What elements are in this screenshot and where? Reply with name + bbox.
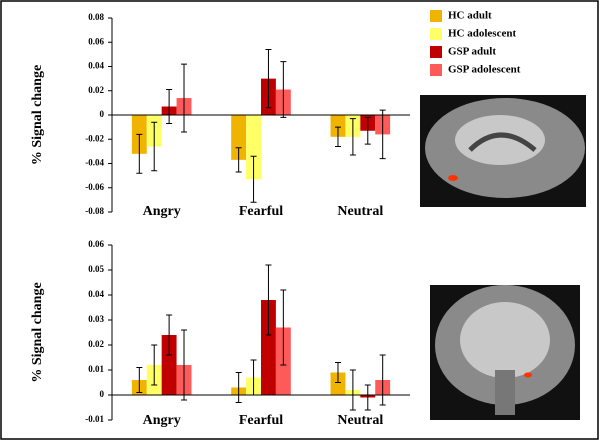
error-bar [265,264,272,336]
error-bar [379,109,386,160]
error-bar [349,118,356,156]
error-bar [166,89,173,124]
legend-label: HC adult [448,10,492,22]
bar [330,372,346,395]
x-tick-label: Fearful [239,204,283,219]
y-tick-label: 0.02 [88,85,104,95]
y-tick-label: 0.04 [88,289,104,299]
bar [161,335,177,395]
y-tick-label: -0.01 [85,414,104,424]
bar [246,115,261,180]
brain-inner [460,302,550,378]
error-bar [136,133,143,174]
x-tick-label: Angry [143,204,181,219]
y-tick-label: 0.03 [88,314,104,324]
y-tick-label: -0.08 [85,206,104,216]
y-tick-label: 0.01 [88,364,104,374]
x-tick-label: Neutral [337,204,383,219]
y-tick-label: -0.06 [85,182,104,192]
corpus [468,132,537,152]
error-bar [235,147,242,173]
error-bar [166,314,173,356]
error-bar [181,63,188,133]
y-tick-label: 0.06 [88,36,104,46]
error-bar [364,116,371,145]
error-bar [136,367,143,393]
legend-swatch [430,10,442,22]
error-bar [379,354,386,406]
activation [448,175,458,181]
y-tick-label: 0 [100,389,105,399]
error-bar [151,344,158,386]
error-bar [349,369,356,411]
error-bar [280,289,287,366]
y-axis-label: % Signal change [30,65,45,165]
legend-swatch [430,46,442,58]
bar [231,115,247,160]
x-tick-label: Angry [143,413,181,428]
legend-label: GSP adult [448,46,496,58]
brain-sagittal [420,95,586,207]
x-tick-label: Fearful [239,413,283,428]
legend-label: GSP adolescent [448,64,521,76]
error-bar [265,49,272,109]
legend-swatch [430,64,442,76]
stem [495,370,515,415]
error-bar [250,155,257,203]
y-tick-label: 0.06 [88,239,104,249]
brain-coronal [430,285,580,420]
error-bar [334,362,341,383]
x-tick-label: Neutral [337,413,383,428]
error-bar [151,121,158,172]
bar [261,300,276,395]
brain-inner [455,115,545,165]
error-bar [364,384,371,411]
y-tick-label: 0.08 [88,12,104,22]
y-tick-label: -0.02 [85,133,104,143]
y-tick-label: -0.04 [85,158,104,168]
y-axis-label: % Signal change [30,282,45,382]
y-tick-label: 0.02 [88,339,104,349]
legend-swatch [430,28,442,40]
y-tick-label: 0 [100,109,105,119]
activation [524,372,532,378]
bar [330,115,346,137]
y-tick-label: 0.05 [88,264,104,274]
error-bar [280,61,287,118]
error-bar [334,126,341,148]
error-bar [235,372,242,403]
legend-label: HC adolescent [448,28,516,40]
y-tick-label: 0.04 [88,61,104,71]
error-bar [181,329,188,401]
